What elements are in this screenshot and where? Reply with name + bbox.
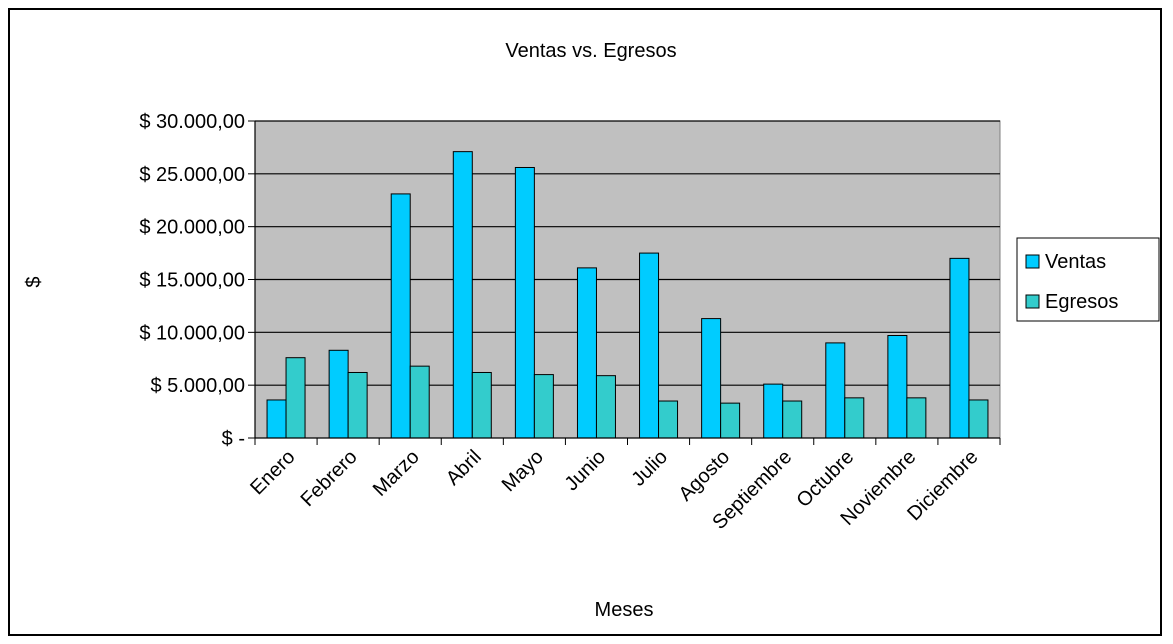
bar-egresos-octubre — [844, 397, 865, 439]
x-tick-label: Junio — [561, 446, 610, 495]
axes — [254, 121, 1001, 445]
y-tick-label: $ 20.000,00 — [139, 217, 245, 239]
bar-ventas-mayo — [514, 166, 535, 439]
y-tick-label: $ 10.000,00 — [139, 322, 245, 344]
bar-egresos-agosto — [720, 402, 741, 439]
legend-label-egresos: Egresos — [1045, 291, 1118, 313]
x-tick-label: Febrero — [297, 446, 362, 511]
bar-ventas-noviembre — [887, 335, 908, 439]
bar-ventas-octubre — [825, 342, 846, 439]
bar-egresos-marzo — [409, 365, 430, 439]
legend-swatch-ventas — [1025, 254, 1040, 269]
bar-ventas-diciembre — [949, 257, 970, 439]
x-tick-label: Mayo — [498, 446, 548, 496]
y-tick-labels: $ - $ 5.000,00 $ 10.000,00 $ 15.000,00 $ 20.… — [139, 111, 245, 450]
x-tick-label: Julio — [627, 446, 672, 491]
bar-ventas-septiembre — [763, 383, 784, 439]
bars — [266, 151, 989, 439]
legend-box — [1016, 237, 1160, 322]
y-tick-label: $ 30.000,00 — [139, 111, 245, 133]
y-axis-label: $ — [23, 276, 45, 287]
y-tick-label: $ 15.000,00 — [139, 270, 245, 292]
gridlines — [248, 120, 1000, 439]
y-tick-label: $ - — [222, 428, 245, 450]
x-tick-label: Abril — [442, 446, 486, 490]
bar-ventas-enero — [266, 399, 287, 439]
bar-ventas-agosto — [701, 318, 722, 439]
bar-egresos-enero — [285, 357, 306, 439]
bar-egresos-noviembre — [906, 397, 927, 439]
chart-title: Ventas vs. Egresos — [505, 40, 676, 62]
bar-ventas-junio — [576, 267, 597, 439]
bar-ventas-abril — [452, 151, 473, 439]
bar-ventas-marzo — [390, 193, 411, 439]
bar-egresos-diciembre — [968, 399, 989, 439]
legend-label-ventas: Ventas — [1045, 251, 1106, 273]
bar-egresos-mayo — [533, 374, 554, 439]
x-tick-label: Agosto — [675, 446, 735, 506]
legend: Ventas Egresos — [1016, 237, 1160, 322]
bar-egresos-junio — [595, 375, 616, 439]
x-tick-label: Marzo — [369, 446, 424, 501]
x-tick-label: Enero — [246, 446, 299, 499]
bar-ventas-julio — [639, 252, 660, 439]
legend-swatch-egresos — [1025, 294, 1040, 309]
bar-egresos-julio — [658, 400, 679, 439]
x-axis-label: Meses — [595, 599, 654, 621]
y-tick-label: $ 5.000,00 — [150, 375, 245, 397]
bar-egresos-abril — [471, 371, 492, 439]
bar-egresos-febrero — [347, 371, 368, 439]
y-tick-label: $ 25.000,00 — [139, 164, 245, 186]
bar-ventas-febrero — [328, 349, 349, 439]
bar-egresos-septiembre — [782, 400, 803, 439]
